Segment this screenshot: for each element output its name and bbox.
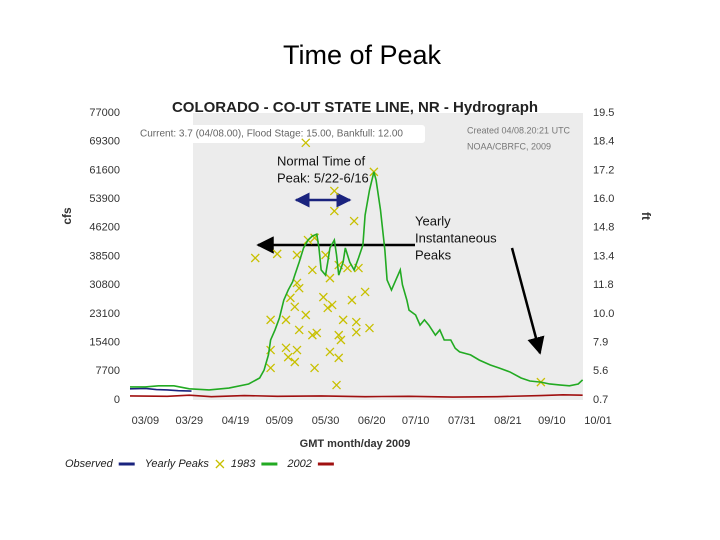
y-axis-label: cfs <box>60 207 74 225</box>
x-tick-label: 06/20 <box>358 415 386 427</box>
annotation: Peak: 5/22-6/16 <box>277 170 369 185</box>
y-tick-label: 69300 <box>89 136 120 148</box>
chart-subtitle: Current: 3.7 (04/08.00), Flood Stage: 15… <box>140 129 403 140</box>
peak-marker <box>215 459 225 469</box>
peak-marker <box>351 327 361 337</box>
peak-marker <box>290 302 300 312</box>
series-line <box>129 393 583 398</box>
peak-marker <box>307 265 317 275</box>
peak-marker <box>307 330 317 340</box>
x-tick-label: 03/29 <box>176 415 204 427</box>
y-tick-label: 23100 <box>89 308 120 320</box>
series-line <box>129 387 192 392</box>
x-tick-label: 07/10 <box>402 415 430 427</box>
y2-tick-label: 10.0 <box>593 308 614 320</box>
x-tick-label: 08/21 <box>494 415 522 427</box>
peak-marker <box>329 186 339 196</box>
legend-label: 1983 <box>231 458 256 470</box>
y-tick-label: 53900 <box>89 193 120 205</box>
y2-tick-label: 11.8 <box>593 279 614 291</box>
x-axis-label: GMT month/day 2009 <box>300 438 411 450</box>
peak-marker <box>334 330 344 340</box>
y-tick-label: 61600 <box>89 164 120 176</box>
peak-marker <box>301 138 311 148</box>
peak-marker <box>283 352 293 362</box>
peak-marker <box>329 206 339 216</box>
credit: Created 04/08.20:21 UTC <box>467 125 571 135</box>
peak-marker <box>347 295 357 305</box>
legend-label: Yearly Peaks <box>145 458 210 470</box>
y2-tick-label: 17.2 <box>593 164 614 176</box>
peak-marker <box>332 380 341 390</box>
y2-tick-label: 14.8 <box>593 222 614 234</box>
peak-marker <box>272 249 282 259</box>
legend-label: 2002 <box>286 458 311 470</box>
x-tick-label: 05/09 <box>266 415 294 427</box>
peak-marker <box>323 303 333 313</box>
annotation: Yearly <box>415 213 451 228</box>
peak-marker <box>290 357 300 367</box>
peak-marker <box>285 293 295 303</box>
y-tick-label: 38500 <box>89 250 120 262</box>
peak-marker <box>351 317 361 327</box>
peak-marker <box>325 347 335 357</box>
x-tick-label: 10/01 <box>584 415 612 427</box>
plot-shading <box>193 113 583 400</box>
annotation: Peaks <box>415 247 452 262</box>
peak-marker <box>250 253 260 263</box>
annotation-arrow <box>510 247 545 355</box>
y2-tick-label: 16.0 <box>593 193 614 205</box>
peak-marker <box>281 343 291 353</box>
y-tick-label: 46200 <box>89 222 120 234</box>
y2-tick-label: 5.6 <box>593 365 608 377</box>
y2-tick-label: 19.5 <box>593 107 614 119</box>
peak-marker <box>338 315 348 325</box>
peak-marker <box>312 328 322 338</box>
y2-tick-label: 13.4 <box>593 250 614 262</box>
y-tick-label: 7700 <box>96 365 120 377</box>
peak-marker <box>325 273 335 283</box>
peak-marker <box>266 363 276 373</box>
x-tick-label: 03/09 <box>132 415 160 427</box>
peak-marker <box>343 263 352 273</box>
peak-marker <box>281 315 291 325</box>
annotation: Normal Time of <box>277 153 366 168</box>
peak-marker <box>336 335 346 345</box>
y-tick-label: 15400 <box>89 337 120 349</box>
peak-marker <box>292 250 302 260</box>
x-tick-label: 07/31 <box>448 415 476 427</box>
peak-marker <box>301 310 311 320</box>
annotation: Instantaneous <box>415 230 497 245</box>
peak-marker <box>292 278 302 288</box>
y2-axis-label: ft <box>639 212 653 220</box>
series-line <box>130 171 584 391</box>
slide-title: Time of Peak <box>283 40 442 70</box>
chart-title: COLORADO - CO-UT STATE LINE, NR - Hydrog… <box>172 99 538 116</box>
peak-marker <box>318 292 328 302</box>
peak-marker <box>360 287 370 297</box>
peak-marker <box>365 323 374 333</box>
subtitle-box <box>135 125 425 143</box>
peak-marker <box>327 300 337 310</box>
peak-marker <box>334 353 344 363</box>
peak-marker <box>294 325 304 335</box>
legend-label: Observed <box>65 458 114 470</box>
x-tick-label: 05/30 <box>312 415 340 427</box>
credit: NOAA/CBRFC, 2009 <box>467 141 551 151</box>
y-tick-label: 30800 <box>89 279 120 291</box>
peak-marker <box>292 345 302 355</box>
y2-tick-label: 7.9 <box>593 337 608 349</box>
y2-tick-label: 0.7 <box>593 394 608 406</box>
peak-marker <box>310 363 320 373</box>
peak-marker <box>294 283 304 293</box>
y-tick-label: 0 <box>114 394 120 406</box>
peak-marker <box>349 216 359 226</box>
y2-tick-label: 18.4 <box>593 136 614 148</box>
y-tick-label: 77000 <box>89 107 120 119</box>
peak-marker <box>266 315 276 325</box>
x-tick-label: 09/10 <box>538 415 566 427</box>
x-tick-label: 04/19 <box>222 415 250 427</box>
